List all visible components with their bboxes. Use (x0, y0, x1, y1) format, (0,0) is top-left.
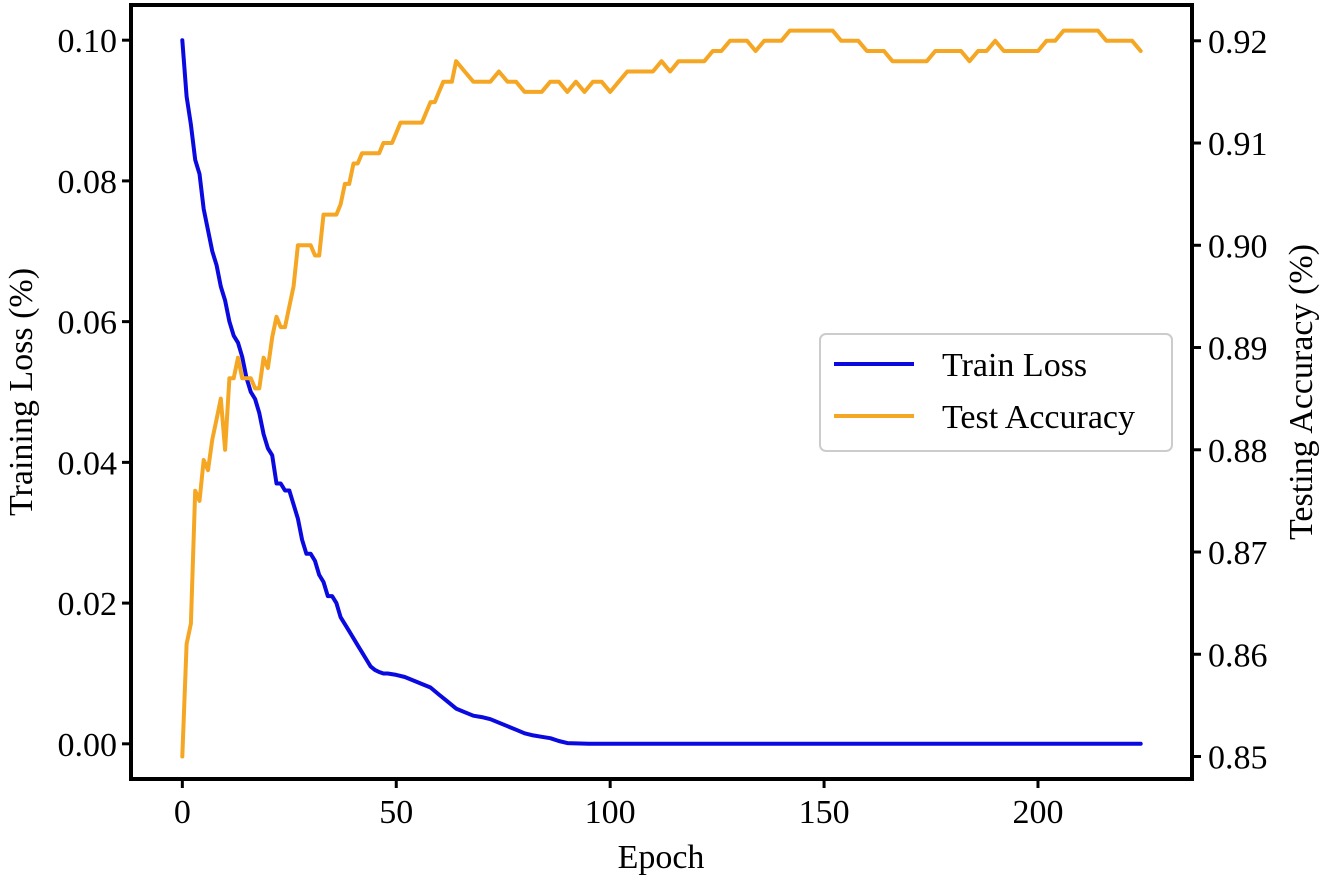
series-line-test-accuracy (180, 28, 1143, 759)
right-y-tick-label: 0.88 (1208, 433, 1268, 470)
x-tick-label: 100 (585, 794, 636, 831)
right-y-tick-label: 0.90 (1208, 228, 1268, 265)
right-y-tick-label: 0.91 (1208, 126, 1268, 163)
x-axis-label: Epoch (618, 839, 705, 876)
series-line-train-loss (180, 38, 1143, 746)
right-y-tick-label: 0.89 (1208, 331, 1268, 368)
left-y-tick-label: 0.10 (58, 23, 118, 60)
x-tick-label: 50 (379, 794, 413, 831)
legend: Train Loss Test Accuracy (819, 333, 1173, 452)
left-y-tick-label: 0.06 (58, 305, 118, 342)
right-y-tick-label: 0.92 (1208, 24, 1268, 61)
legend-train-loss-label: Train Loss (942, 347, 1087, 384)
left-y-tick-label: 0.02 (58, 586, 118, 623)
x-axis-ticks: 0 50 100 150 200 (174, 779, 1063, 831)
left-y-axis-ticks: 0.00 0.02 0.04 0.06 0.08 0.10 (58, 23, 131, 764)
right-y-tick-label: 0.87 (1208, 535, 1268, 572)
series-layer (180, 28, 1143, 759)
right-y-tick-label: 0.85 (1208, 740, 1268, 777)
left-y-tick-label: 0.08 (58, 164, 118, 201)
left-y-tick-label: 0.00 (58, 727, 118, 764)
legend-test-accuracy-label: Test Accuracy (942, 399, 1135, 436)
left-y-tick-label: 0.04 (58, 445, 118, 482)
x-tick-label: 200 (1012, 794, 1063, 831)
x-tick-label: 0 (174, 794, 191, 831)
right-y-axis-ticks: 0.85 0.86 0.87 0.88 0.89 0.90 0.91 0.92 (1192, 24, 1268, 777)
right-y-tick-label: 0.86 (1208, 637, 1268, 674)
x-tick-label: 150 (799, 794, 850, 831)
right-y-axis-label: Testing Accuracy (%) (1283, 244, 1320, 540)
left-y-axis-label: Training Loss (%) (3, 268, 40, 516)
plot-frame (129, 3, 1194, 781)
